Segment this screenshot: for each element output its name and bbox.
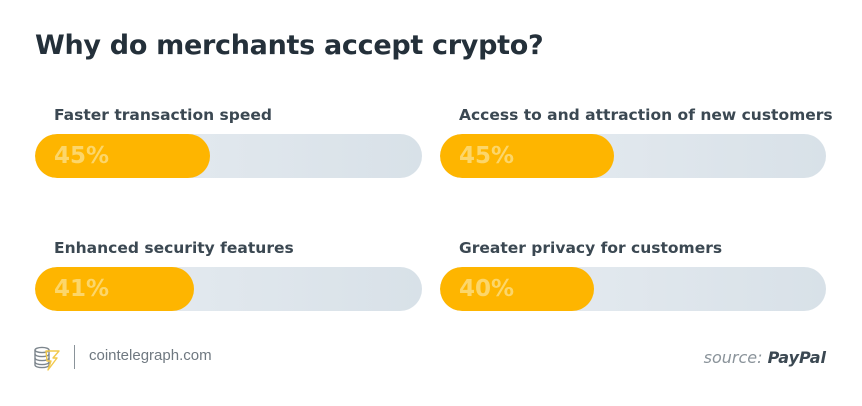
bar-track: 40% xyxy=(440,267,826,311)
source-name: PayPal xyxy=(767,348,826,367)
bar-fill xyxy=(35,267,194,311)
bar-label: Access to and attraction of new customer… xyxy=(459,106,833,124)
bar-item-faster-transaction-speed: Faster transaction speed 45% xyxy=(35,104,422,178)
bar-track: 41% xyxy=(35,267,422,311)
bar-fill xyxy=(440,134,614,178)
bar-label: Greater privacy for customers xyxy=(459,239,723,257)
bar-value: 41% xyxy=(54,276,110,302)
bar-fill xyxy=(35,134,210,178)
bar-label: Enhanced security features xyxy=(54,239,294,257)
chart-title: Why do merchants accept crypto? xyxy=(35,30,544,61)
bar-item-new-customers: Access to and attraction of new customer… xyxy=(440,104,833,178)
bar-item-greater-privacy: Greater privacy for customers 40% xyxy=(440,237,827,311)
cointelegraph-logo-icon xyxy=(33,345,61,371)
bar-value: 45% xyxy=(54,143,110,169)
bar-value: 45% xyxy=(459,143,515,169)
bar-label: Faster transaction speed xyxy=(54,106,272,124)
bar-item-enhanced-security: Enhanced security features 41% xyxy=(35,237,422,311)
source-credit: source: PayPal xyxy=(704,348,826,367)
bar-track: 45% xyxy=(440,134,826,178)
source-prefix: source: xyxy=(703,348,763,367)
footer-site-name: cointelegraph.com xyxy=(89,347,212,364)
bar-track: 45% xyxy=(35,134,422,178)
bar-value: 40% xyxy=(459,276,515,302)
bar-fill xyxy=(440,267,594,311)
footer-divider xyxy=(74,345,75,369)
